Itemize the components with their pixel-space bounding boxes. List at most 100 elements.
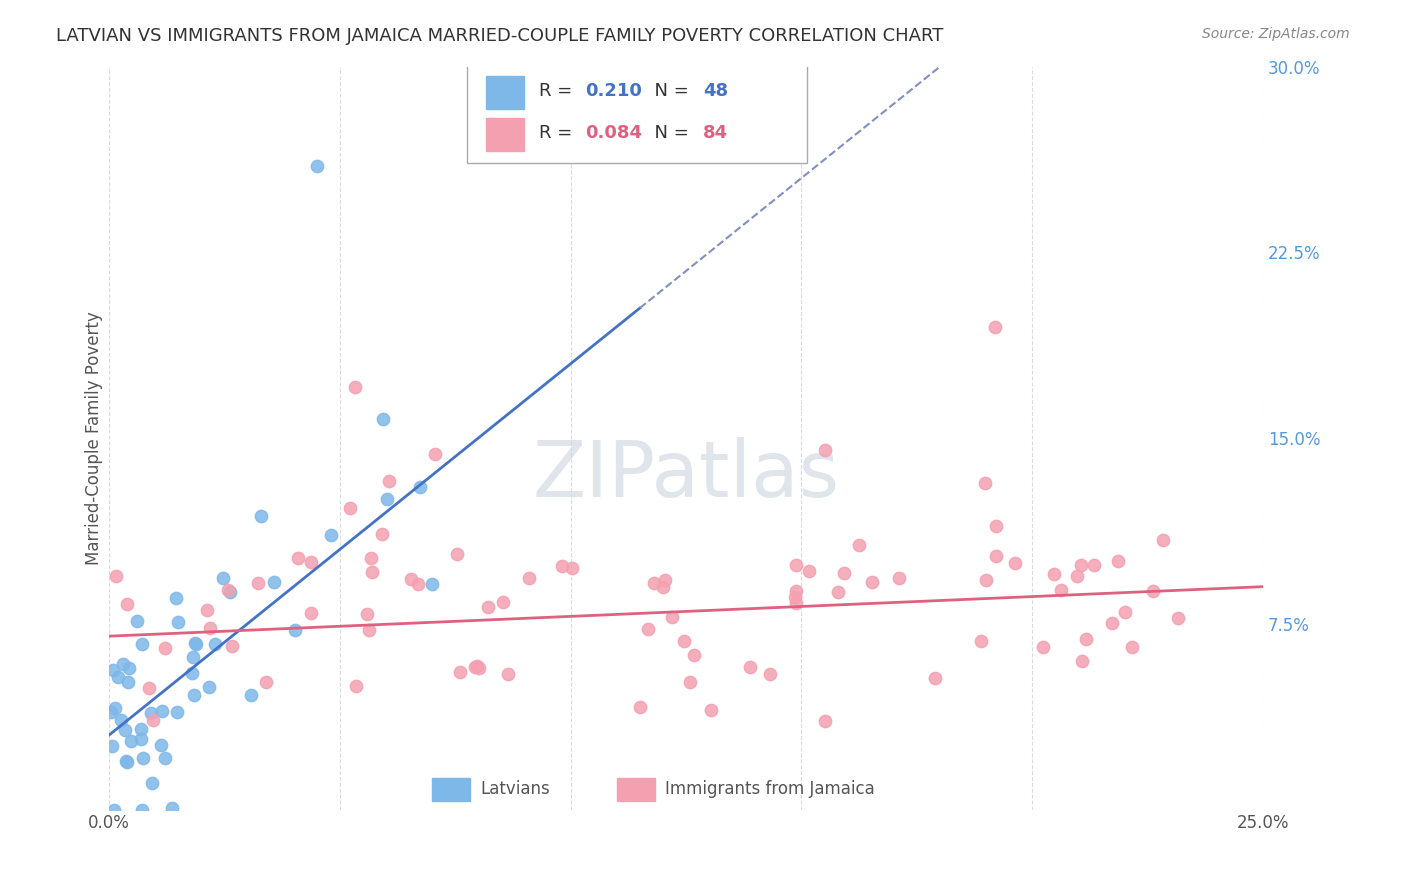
Point	[1070, 558, 1092, 573]
FancyBboxPatch shape	[432, 779, 470, 801]
Text: R =: R =	[540, 82, 578, 100]
Point	[654, 574, 676, 588]
Point	[131, 803, 153, 817]
Point	[104, 701, 127, 715]
Text: 48: 48	[703, 82, 728, 100]
Point	[974, 476, 997, 491]
Point	[1004, 556, 1026, 570]
Point	[924, 671, 946, 685]
Point	[496, 666, 519, 681]
Point	[477, 599, 499, 614]
Point	[153, 640, 176, 655]
Point	[1066, 569, 1088, 583]
Point	[343, 380, 366, 394]
Point	[643, 575, 665, 590]
Point	[783, 591, 806, 605]
Point	[425, 447, 447, 461]
Text: LATVIAN VS IMMIGRANTS FROM JAMAICA MARRIED-COUPLE FAMILY POVERTY CORRELATION CHA: LATVIAN VS IMMIGRANTS FROM JAMAICA MARRI…	[56, 27, 943, 45]
Point	[150, 738, 173, 752]
Point	[142, 713, 165, 727]
Point	[160, 800, 183, 814]
Point	[115, 754, 138, 768]
Point	[117, 675, 139, 690]
Point	[551, 558, 574, 573]
Point	[785, 558, 807, 572]
Point	[100, 706, 122, 720]
Point	[254, 674, 277, 689]
Point	[153, 751, 176, 765]
Point	[139, 706, 162, 720]
Point	[1101, 616, 1123, 631]
Point	[848, 538, 870, 552]
Point	[129, 732, 152, 747]
Point	[1071, 654, 1094, 668]
Point	[357, 623, 380, 637]
Point	[375, 492, 398, 507]
Point	[1152, 533, 1174, 547]
Point	[832, 566, 855, 580]
Point	[141, 775, 163, 789]
Point	[700, 703, 723, 717]
Text: N =: N =	[644, 82, 695, 100]
Point	[195, 603, 218, 617]
Point	[827, 584, 849, 599]
Point	[247, 575, 270, 590]
FancyBboxPatch shape	[486, 76, 524, 109]
Point	[449, 665, 471, 679]
Point	[371, 527, 394, 541]
Point	[110, 713, 132, 727]
Point	[204, 637, 226, 651]
Point	[373, 412, 395, 426]
Point	[107, 670, 129, 684]
Text: Latvians: Latvians	[481, 780, 550, 798]
Point	[860, 575, 883, 590]
Point	[356, 607, 378, 622]
Point	[813, 443, 835, 458]
Point	[785, 596, 807, 610]
Point	[217, 583, 239, 598]
Point	[344, 679, 367, 693]
Point	[186, 637, 208, 651]
Point	[111, 657, 134, 671]
Point	[986, 519, 1008, 533]
Point	[1167, 611, 1189, 625]
Point	[105, 569, 128, 583]
Point	[984, 549, 1007, 563]
Point	[221, 639, 243, 653]
Point	[984, 319, 1007, 334]
Point	[1032, 640, 1054, 654]
Text: 84: 84	[703, 125, 728, 143]
Text: Source: ZipAtlas.com: Source: ZipAtlas.com	[1202, 27, 1350, 41]
Point	[446, 547, 468, 561]
Text: ZIPatlas: ZIPatlas	[533, 437, 839, 513]
Text: 0.210: 0.210	[586, 82, 643, 100]
Point	[1121, 640, 1143, 655]
Point	[184, 636, 207, 650]
Point	[561, 560, 583, 574]
Point	[250, 508, 273, 523]
Point	[785, 584, 807, 599]
Point	[468, 661, 491, 675]
FancyBboxPatch shape	[486, 118, 524, 151]
Point	[138, 681, 160, 695]
Point	[131, 637, 153, 651]
Point	[1043, 567, 1066, 582]
Point	[759, 667, 782, 681]
Point	[299, 606, 322, 620]
Point	[887, 571, 910, 585]
Point	[1142, 583, 1164, 598]
Point	[166, 705, 188, 719]
Point	[422, 577, 444, 591]
Point	[464, 660, 486, 674]
Point	[299, 555, 322, 569]
Point	[183, 689, 205, 703]
Point	[263, 575, 285, 590]
Point	[683, 648, 706, 663]
Point	[115, 597, 138, 611]
Point	[114, 723, 136, 737]
Point	[103, 803, 125, 817]
Point	[679, 675, 702, 690]
Point	[970, 633, 993, 648]
Point	[165, 591, 187, 605]
Point	[409, 480, 432, 494]
